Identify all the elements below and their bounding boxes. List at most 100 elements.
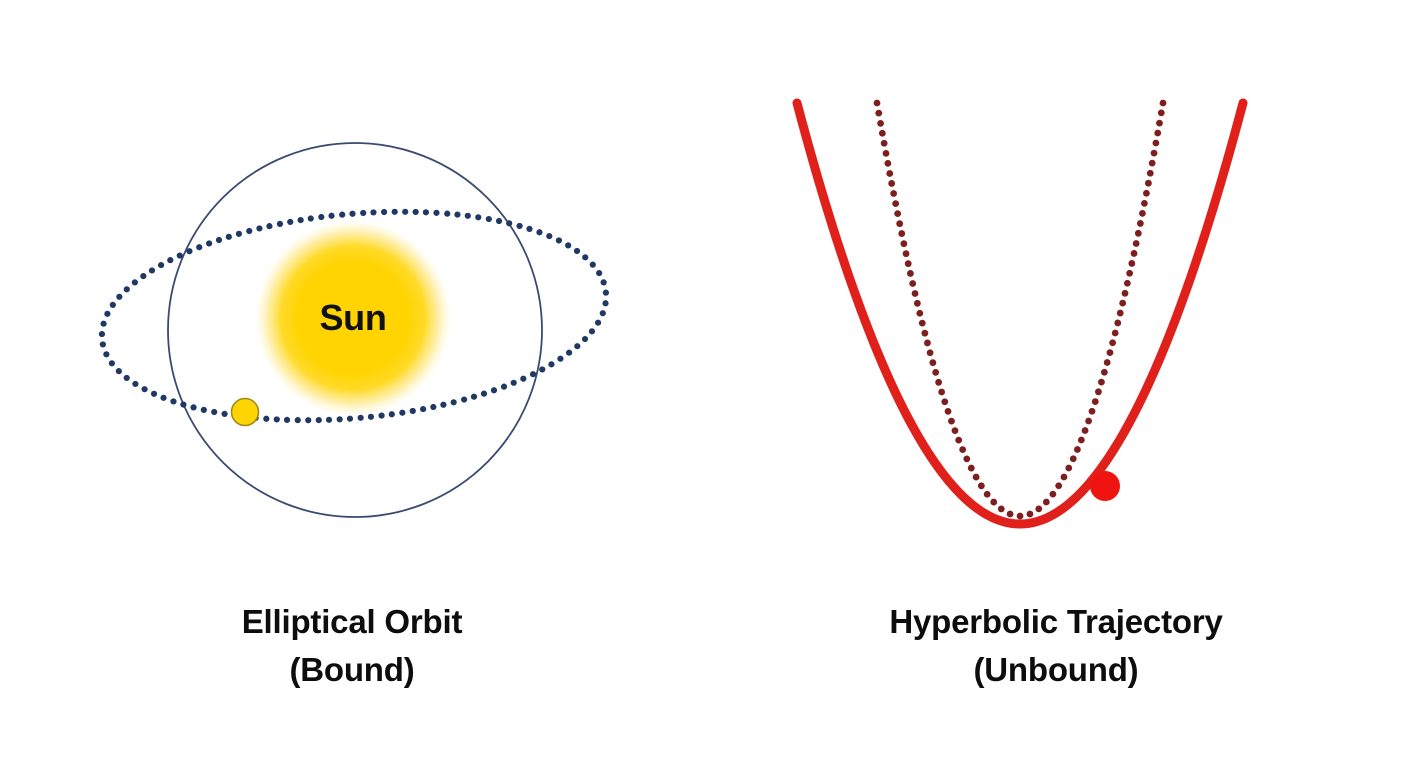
orbit-dot <box>116 293 123 300</box>
trajectory-dot <box>877 119 884 127</box>
orbit-dot <box>99 341 106 348</box>
orbiting-body <box>230 397 260 427</box>
orbit-dot <box>422 209 430 216</box>
trajectory-dot <box>972 473 980 481</box>
orbit-dot <box>381 208 388 216</box>
trajectory-dot <box>1100 368 1108 376</box>
trajectory-dot <box>1042 498 1050 506</box>
orbit-dot <box>211 408 218 416</box>
orbit-dot <box>328 212 335 219</box>
orbit-dot <box>391 208 398 215</box>
trajectory-dot <box>902 250 910 258</box>
trajectory-dot <box>1109 339 1117 347</box>
orbit-dot <box>315 416 322 424</box>
trajectory-dot <box>921 329 929 337</box>
orbit-dot <box>367 413 375 420</box>
elliptical-orbit-path <box>98 208 610 424</box>
orbit-dot <box>109 301 116 308</box>
trajectory-dot <box>873 99 881 107</box>
orbit-dot <box>297 216 304 224</box>
hyperbolic-path-dotted <box>873 99 1167 520</box>
orbit-dot <box>450 399 457 406</box>
trajectory-dot <box>938 388 946 396</box>
orbit-dot <box>555 237 563 244</box>
trajectory-dot <box>1091 398 1099 405</box>
caption-elliptical-orbit: Elliptical Orbit (Bound) <box>0 598 704 694</box>
trajectory-dot <box>1152 139 1160 147</box>
trajectory-dot <box>983 490 991 498</box>
trajectory-dot <box>1130 250 1138 257</box>
trajectory-dot <box>886 170 894 177</box>
orbit-dot <box>287 218 294 226</box>
trajectory-dot <box>1077 436 1085 444</box>
orbit-dot <box>582 254 589 261</box>
trajectory-dot <box>955 436 963 444</box>
orbit-dot <box>98 330 106 338</box>
orbit-dot <box>346 415 354 422</box>
trajectory-dot <box>997 505 1005 513</box>
orbit-dot <box>123 374 130 382</box>
orbit-dot <box>596 270 603 277</box>
trajectory-dot <box>1119 299 1127 307</box>
orbit-dot <box>599 310 606 317</box>
orbit-dot <box>412 208 419 216</box>
orbit-dot <box>276 220 284 227</box>
orbit-dot <box>170 398 177 405</box>
orbit-dot <box>526 225 533 232</box>
trajectory-dot <box>1121 289 1129 297</box>
panel-hyperbolic-trajectory: Hyperbolic Trajectory (Unbound) <box>704 0 1408 768</box>
trajectory-dot <box>1060 473 1068 481</box>
orbit-dot <box>263 415 270 422</box>
trajectory-dot <box>907 270 914 277</box>
trajectory-dot <box>1026 510 1034 518</box>
trajectory-dot <box>909 280 917 287</box>
orbit-dot <box>235 230 243 237</box>
trajectory-dot <box>894 210 902 218</box>
orbit-dot <box>388 411 395 418</box>
caption-elliptical-line2: (Bound) <box>289 651 415 689</box>
caption-elliptical-line1: Elliptical Orbit <box>241 603 463 640</box>
trajectory-dot <box>944 407 952 415</box>
caption-hyperbolic-line1: Hyperbolic Trajectory <box>889 603 1223 640</box>
orbit-dot <box>480 390 488 397</box>
orbit-dot <box>539 366 546 373</box>
orbit-dot <box>283 416 291 423</box>
trajectory-dot <box>1073 446 1081 453</box>
trajectory-dot <box>941 398 949 406</box>
orbit-dot <box>433 209 440 216</box>
orbit-dot <box>104 310 111 317</box>
orbit-dot <box>273 416 280 423</box>
reference-circle <box>167 142 543 518</box>
orbit-dot <box>200 406 207 413</box>
trajectory-dot <box>918 319 926 327</box>
trajectory-dot <box>878 129 886 137</box>
orbit-dot <box>495 217 503 225</box>
trajectory-dot <box>963 455 971 463</box>
orbit-dot <box>100 320 107 327</box>
orbit-dot <box>360 209 367 217</box>
sun-label: Sun <box>319 297 387 338</box>
trajectory-dot <box>1069 455 1077 463</box>
orbit-dot <box>307 215 314 222</box>
trajectory-dot <box>896 220 904 228</box>
caption-hyperbolic-trajectory: Hyperbolic Trajectory (Unbound) <box>704 598 1408 694</box>
orbit-dot <box>470 393 478 400</box>
trajectory-dot <box>898 230 906 237</box>
trajectory-dot <box>1006 510 1014 518</box>
orbit-dot <box>349 210 356 217</box>
orbit-dot <box>176 252 183 259</box>
trajectory-dot <box>932 369 940 376</box>
travelling-body <box>1090 471 1120 501</box>
trajectory-dot <box>1114 319 1122 327</box>
elliptical-orbit-figure <box>98 142 610 518</box>
trajectory-dot <box>1088 407 1096 415</box>
trajectory-dot <box>1141 200 1148 207</box>
orbit-dot <box>180 401 187 408</box>
trajectory-dot <box>1126 269 1134 277</box>
orbit-dot <box>520 375 527 382</box>
orbit-dot <box>167 257 174 264</box>
trajectory-dot <box>1035 505 1043 513</box>
caption-hyperbolic-line2: (Unbound) <box>973 651 1139 689</box>
orbit-dot <box>123 286 130 293</box>
trajectory-dot <box>926 349 934 357</box>
